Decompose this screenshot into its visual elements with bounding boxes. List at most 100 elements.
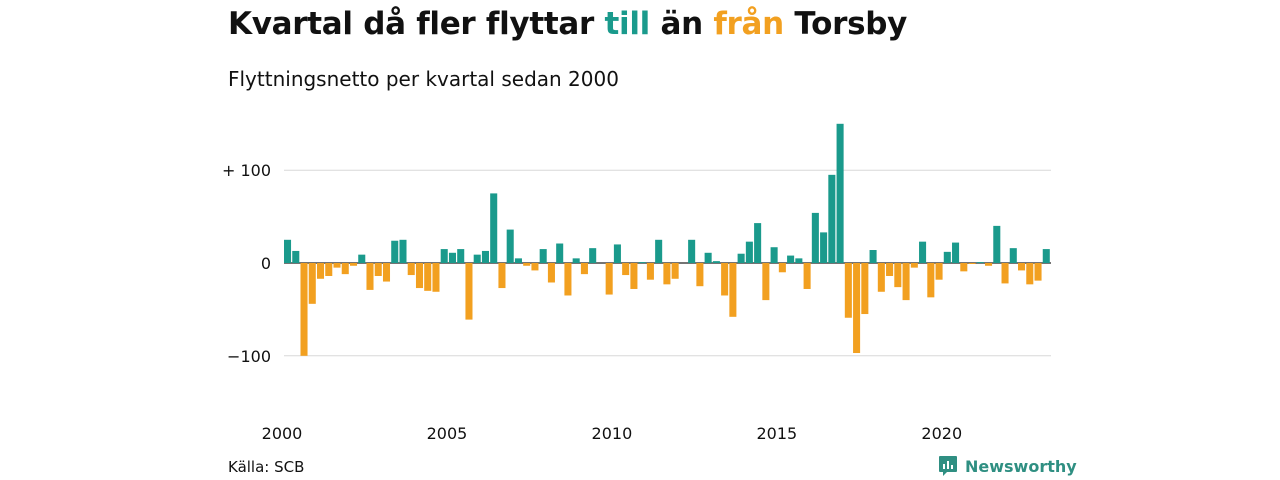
bar: [407, 263, 415, 276]
bar: [762, 263, 770, 301]
bar: [1034, 263, 1042, 281]
bar: [1018, 263, 1026, 271]
bar: [366, 263, 374, 290]
bar: [316, 263, 325, 279]
title-highlight-till: till: [604, 6, 650, 42]
bar: [382, 263, 391, 282]
bar: [481, 250, 489, 263]
source-note: Källa: SCB: [228, 458, 305, 476]
bar: [754, 223, 762, 263]
bar: [853, 263, 861, 354]
bar: [300, 263, 308, 356]
bar: [737, 253, 745, 263]
bar: [473, 254, 481, 263]
bar: [1026, 263, 1034, 285]
bar: [1009, 248, 1017, 263]
title-part-2: än: [649, 6, 714, 42]
y-tick-label: + 100: [222, 161, 271, 180]
x-tick-label: 2020: [921, 424, 962, 443]
y-tick-label: −100: [227, 347, 271, 366]
title-highlight-fran: från: [713, 6, 784, 42]
bar: [745, 241, 753, 263]
bar: [341, 263, 349, 275]
bar: [531, 263, 539, 271]
bar: [721, 263, 729, 296]
bar: [523, 263, 531, 266]
bar: [787, 255, 795, 263]
brand-name: Newsworthy: [965, 456, 1077, 476]
chart-subtitle: Flyttningsnetto per kvartal sedan 2000: [228, 67, 619, 91]
bar: [803, 263, 811, 289]
y-tick-label: 0: [261, 254, 271, 273]
bar: [696, 263, 704, 287]
bar: [985, 263, 993, 266]
bar: [935, 263, 943, 280]
bar: [284, 239, 292, 263]
bar: [993, 225, 1001, 263]
bar: [605, 263, 613, 295]
bar: [968, 263, 976, 264]
bar: [886, 263, 894, 276]
bar: [902, 263, 910, 301]
bar: [415, 263, 424, 289]
bar: [869, 250, 877, 263]
bar: [432, 263, 440, 292]
bar: [910, 263, 918, 268]
x-tick-label: 2000: [262, 424, 303, 443]
bar: [572, 258, 580, 263]
chart-title: Kvartal då fler flyttar till än från Tor…: [228, 6, 907, 42]
bar: [613, 244, 621, 263]
bar: [894, 263, 902, 288]
title-part-1: Kvartal då fler flyttar: [228, 6, 605, 42]
bar: [820, 232, 828, 263]
title-part-3: Torsby: [783, 6, 908, 42]
bar: [498, 263, 506, 289]
bar: [374, 263, 382, 276]
bar: [514, 258, 522, 263]
bar: [836, 123, 844, 263]
x-axis-ticks: 2000 2005 2010 2015 2020: [262, 424, 963, 443]
bar: [399, 239, 407, 263]
bar: [358, 254, 366, 263]
bar: [712, 261, 720, 263]
bar: [671, 263, 679, 279]
bar: [539, 249, 547, 263]
bar: [655, 239, 663, 263]
bar: [448, 252, 456, 263]
bar: [333, 263, 341, 268]
bar: [465, 263, 473, 320]
bar: [704, 252, 712, 263]
bar: [630, 263, 638, 289]
bar: [811, 212, 819, 263]
bar: [506, 229, 514, 263]
bar: [440, 249, 448, 263]
bar: [877, 263, 885, 292]
bar: [828, 174, 836, 263]
x-tick-label: 2005: [427, 424, 468, 443]
bar: [729, 263, 737, 317]
bar: [778, 263, 786, 273]
bar: [1001, 263, 1009, 284]
bar: [349, 263, 358, 266]
bar: [663, 263, 671, 285]
bar: [580, 263, 588, 275]
bar: [770, 247, 778, 263]
bar: [952, 242, 960, 263]
bar: [943, 251, 951, 263]
bar: [646, 263, 654, 280]
bar: [292, 250, 300, 263]
bar: [622, 263, 630, 276]
bar: [490, 193, 498, 263]
x-tick-label: 2015: [756, 424, 797, 443]
bar: [927, 263, 935, 298]
bars: [284, 123, 1050, 356]
bar: [688, 239, 696, 263]
bar: [547, 263, 555, 283]
y-axis-ticks: + 100 0 −100: [222, 161, 271, 366]
bar: [325, 263, 333, 276]
bar: [556, 243, 564, 263]
bar: [424, 263, 432, 291]
bar: [638, 262, 646, 264]
newsworthy-logo: Newsworthy: [938, 455, 1077, 477]
